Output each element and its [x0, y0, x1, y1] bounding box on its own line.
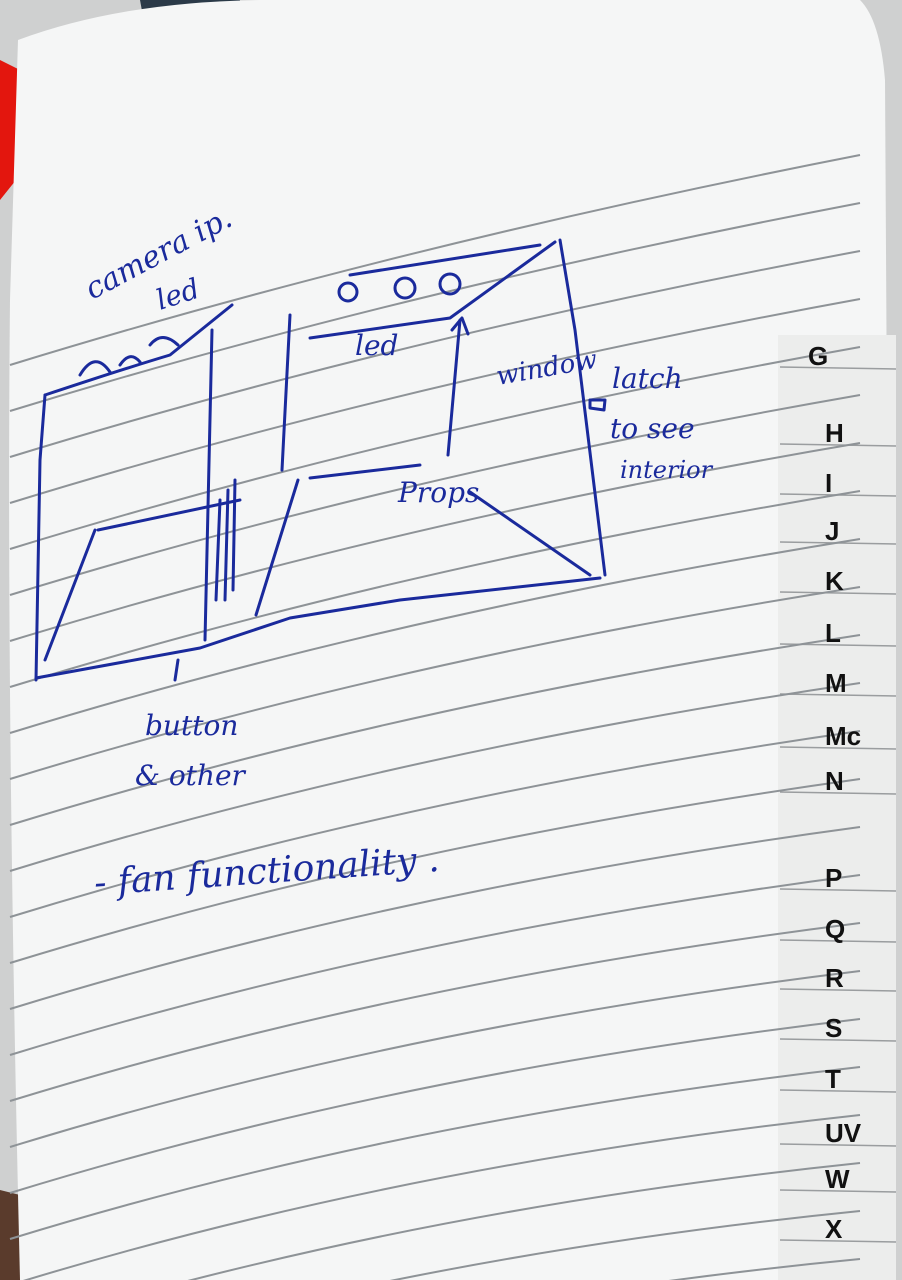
index-tab-l[interactable]: L [825, 618, 841, 648]
button-tick [173, 658, 180, 682]
latch-mark [588, 398, 607, 412]
tab-divider [779, 1239, 897, 1243]
index-tab-q[interactable]: Q [825, 914, 845, 944]
tab-divider [779, 693, 897, 697]
ruled-line [9, 298, 861, 504]
note-other: & other [135, 759, 247, 792]
left-box-hatching [214, 478, 237, 602]
left-box-shelf [43, 498, 242, 662]
index-tab-s[interactable]: S [825, 1013, 842, 1043]
tab-divider [779, 443, 897, 447]
ruled-line [23, 1114, 861, 1280]
left-box-top [43, 303, 234, 397]
ruled-line [187, 1162, 861, 1280]
index-tab-n[interactable]: N [825, 766, 844, 796]
note-props: Props [397, 476, 479, 509]
index-tab-m[interactable]: M [825, 668, 847, 698]
index-tab-i[interactable]: I [825, 468, 832, 498]
ink-sketch [34, 238, 607, 682]
ruled-line [9, 538, 861, 734]
index-tab-dividers [779, 366, 897, 1243]
note-led-right: led [355, 329, 398, 362]
tab-divider [779, 1038, 897, 1042]
left-box-led-dots [78, 336, 180, 377]
ruled-line [9, 250, 861, 458]
ruled-line [9, 394, 861, 596]
ruled-line [9, 586, 861, 780]
tab-divider [779, 366, 897, 370]
tab-divider [779, 939, 897, 943]
ruled-line [389, 1210, 861, 1280]
ruled-line [9, 970, 861, 1148]
tab-divider [779, 1089, 897, 1093]
ruled-line [9, 154, 861, 366]
ruled-line [9, 442, 861, 642]
ruled-line [9, 1018, 861, 1194]
index-tab-mc[interactable]: Mc [825, 721, 861, 751]
led-circle [393, 276, 417, 300]
led-circle [438, 272, 462, 296]
index-tab-p[interactable]: P [825, 863, 842, 893]
left-box-divider [203, 328, 214, 642]
note-latch: latch [612, 362, 683, 395]
led-circle [337, 281, 359, 303]
ruled-line [668, 1258, 861, 1280]
ruled-line [9, 202, 861, 412]
ruled-lines [9, 154, 861, 1280]
index-tab-x[interactable]: X [825, 1214, 843, 1244]
index-tab-g[interactable]: G [808, 341, 828, 371]
notebook-page [9, 0, 893, 1280]
index-tab-j[interactable]: J [825, 516, 839, 546]
index-tab-r[interactable]: R [825, 963, 844, 993]
right-box-top-back [348, 243, 542, 277]
tab-divider [779, 988, 897, 992]
ruled-line [9, 490, 861, 688]
right-box-right-edge [558, 238, 607, 577]
right-box-arrow [446, 316, 470, 457]
tab-divider [779, 1143, 897, 1147]
ruled-line [9, 874, 861, 1056]
right-box-top [308, 240, 557, 340]
right-box-left-edge [254, 313, 300, 617]
index-tab-h[interactable]: H [825, 418, 844, 448]
index-tab-w[interactable]: W [825, 1164, 850, 1194]
tab-divider [779, 746, 897, 750]
ruled-line [9, 346, 861, 550]
ruled-line [9, 922, 861, 1102]
ruled-line [9, 826, 861, 1010]
note-to-see: to see [610, 412, 695, 445]
tab-divider [779, 591, 897, 595]
tab-divider [779, 791, 897, 795]
ruled-line [9, 778, 861, 964]
index-tab-t[interactable]: T [825, 1064, 841, 1094]
index-tab-uv[interactable]: UV [825, 1118, 862, 1148]
note-button: button [145, 709, 238, 742]
right-box-shelf [308, 463, 592, 577]
left-box-bottom [34, 576, 602, 680]
note-interior: interior [620, 456, 714, 484]
tab-divider [779, 888, 897, 892]
tab-divider [779, 1189, 897, 1193]
ruled-line [9, 730, 861, 918]
ruled-line [9, 682, 861, 872]
left-box-outline [34, 393, 47, 682]
index-tab-k[interactable]: K [825, 566, 844, 596]
ruled-line [9, 634, 861, 826]
ruled-line [9, 1066, 861, 1240]
